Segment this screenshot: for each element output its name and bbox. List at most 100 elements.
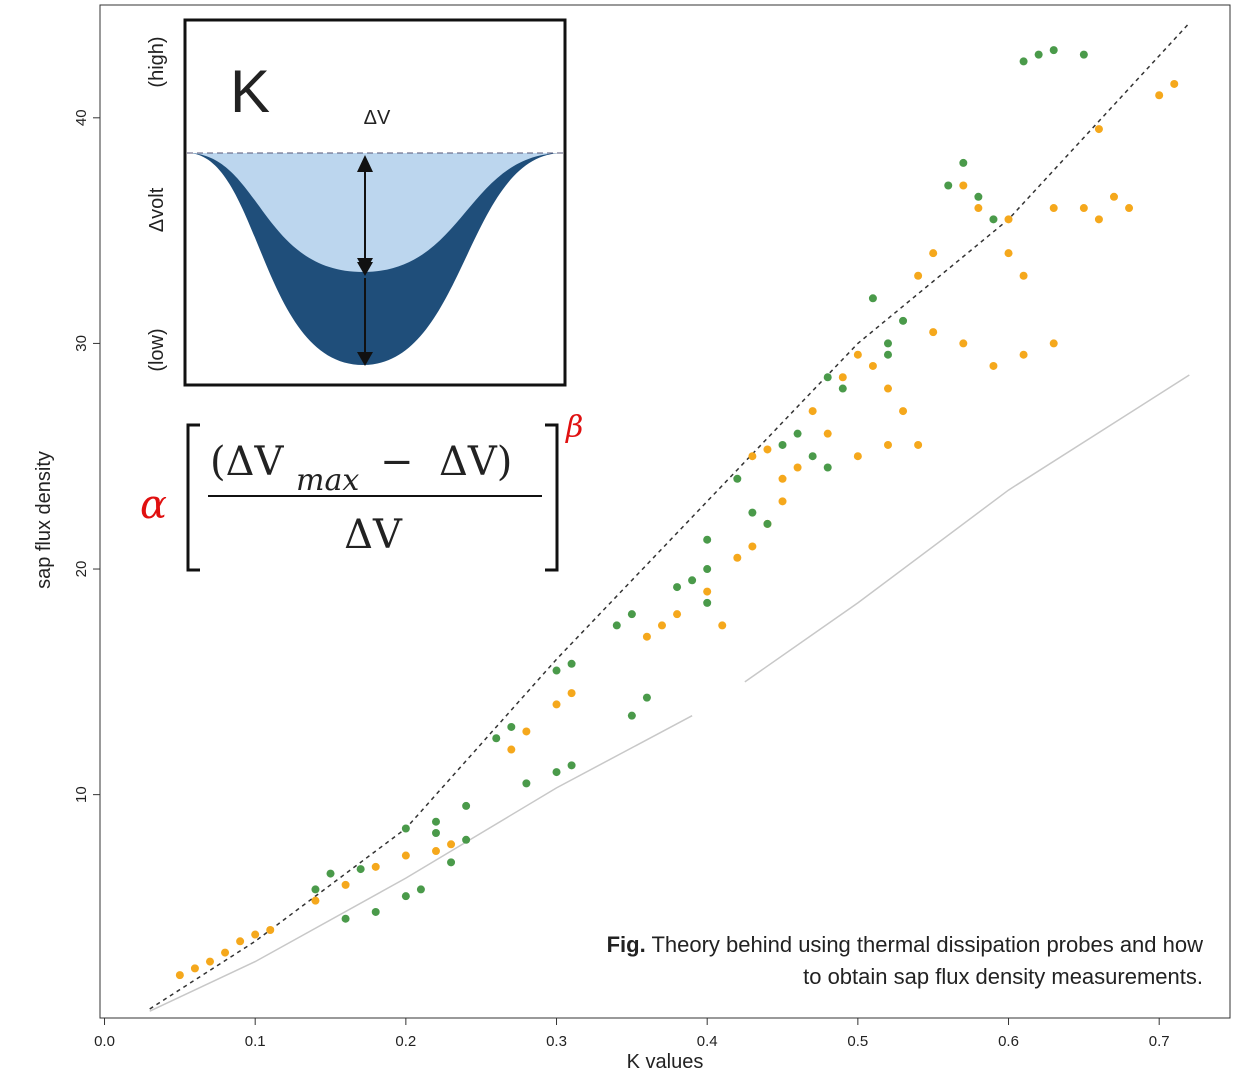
formula: α (ΔV max − ΔV) ΔV β xyxy=(140,410,583,572)
inset-low: (low) xyxy=(146,328,168,371)
light-well xyxy=(187,153,563,272)
point xyxy=(431,847,440,856)
point xyxy=(959,181,968,190)
point xyxy=(944,181,953,190)
x-tick-label: 0.2 xyxy=(395,1033,416,1050)
point xyxy=(883,384,892,393)
caption-text: Theory behind using thermal dissipation … xyxy=(651,932,1203,957)
arrow-heads xyxy=(357,155,373,366)
point xyxy=(703,598,712,607)
point xyxy=(416,885,425,894)
point xyxy=(793,429,802,438)
point xyxy=(703,587,712,596)
point xyxy=(371,862,380,871)
point xyxy=(883,350,892,359)
formula-denominator: ΔV xyxy=(344,512,403,558)
point xyxy=(236,937,245,946)
point xyxy=(974,204,983,213)
point xyxy=(1155,91,1164,100)
x-tick-label: 0.7 xyxy=(1149,1033,1170,1050)
y-tick-label: 40 xyxy=(73,109,90,126)
formula-coefficient: α xyxy=(140,482,167,528)
caption-line: Fig. Theory behind using thermal dissipa… xyxy=(607,932,1203,957)
point xyxy=(567,659,576,668)
point xyxy=(838,373,847,382)
point xyxy=(1019,350,1028,359)
point xyxy=(959,339,968,348)
point xyxy=(431,817,440,826)
point xyxy=(778,497,787,506)
point xyxy=(733,553,742,562)
point xyxy=(642,693,651,702)
point xyxy=(627,610,636,619)
point xyxy=(1109,192,1118,201)
point xyxy=(341,880,350,889)
point xyxy=(522,779,531,788)
inset: K ΔV (high) Δvolt (low) xyxy=(146,18,567,387)
point xyxy=(1049,46,1058,55)
point xyxy=(326,869,335,878)
point xyxy=(1094,125,1103,134)
point xyxy=(914,440,923,449)
point xyxy=(522,727,531,736)
point xyxy=(823,373,832,382)
point xyxy=(808,452,817,461)
inset-delta: ΔV xyxy=(364,107,391,129)
point xyxy=(552,700,561,709)
point xyxy=(733,474,742,483)
point xyxy=(1170,79,1179,88)
x-axis-label: K values xyxy=(627,1051,704,1073)
point xyxy=(507,745,516,754)
y-tick-label: 20 xyxy=(73,561,90,578)
point xyxy=(823,429,832,438)
point xyxy=(205,957,214,966)
point xyxy=(1004,249,1013,258)
point xyxy=(1049,339,1058,348)
point xyxy=(492,734,501,743)
x-tick-label: 0.4 xyxy=(697,1033,718,1050)
point xyxy=(552,768,561,777)
point xyxy=(221,948,230,957)
point xyxy=(401,851,410,860)
point xyxy=(673,583,682,592)
point xyxy=(868,294,877,303)
x-tick-label: 0.6 xyxy=(998,1033,1019,1050)
point xyxy=(1125,204,1134,213)
point xyxy=(989,361,998,370)
x-tick-label: 0.1 xyxy=(245,1033,266,1050)
caption-label: Fig. xyxy=(607,932,646,957)
point xyxy=(748,452,757,461)
point xyxy=(929,249,938,258)
formula-numerator-rest: − ΔV) xyxy=(380,439,512,485)
caption-line: to obtain sap flux density measurements. xyxy=(803,964,1203,989)
plot-frame xyxy=(99,4,1231,1019)
inset-high: (high) xyxy=(146,36,168,87)
point xyxy=(718,621,727,630)
point xyxy=(853,452,862,461)
point xyxy=(853,350,862,359)
point xyxy=(748,542,757,551)
point xyxy=(748,508,757,517)
point xyxy=(567,689,576,698)
point xyxy=(868,361,877,370)
point xyxy=(883,440,892,449)
point xyxy=(447,840,456,849)
point xyxy=(1004,215,1013,224)
point xyxy=(462,801,471,810)
point xyxy=(778,474,787,483)
point xyxy=(190,964,199,973)
point xyxy=(552,666,561,675)
x-tick-label: 0.0 xyxy=(94,1033,115,1050)
y-tick-label: 30 xyxy=(73,335,90,352)
point xyxy=(175,971,184,980)
point xyxy=(763,445,772,454)
point xyxy=(1094,215,1103,224)
point xyxy=(431,828,440,837)
point xyxy=(507,722,516,731)
point xyxy=(447,858,456,867)
fit-curve xyxy=(149,22,1190,1010)
fit-curve xyxy=(149,374,1190,1012)
inset-letter: K xyxy=(230,58,270,125)
x-tick-label: 0.5 xyxy=(847,1033,868,1050)
